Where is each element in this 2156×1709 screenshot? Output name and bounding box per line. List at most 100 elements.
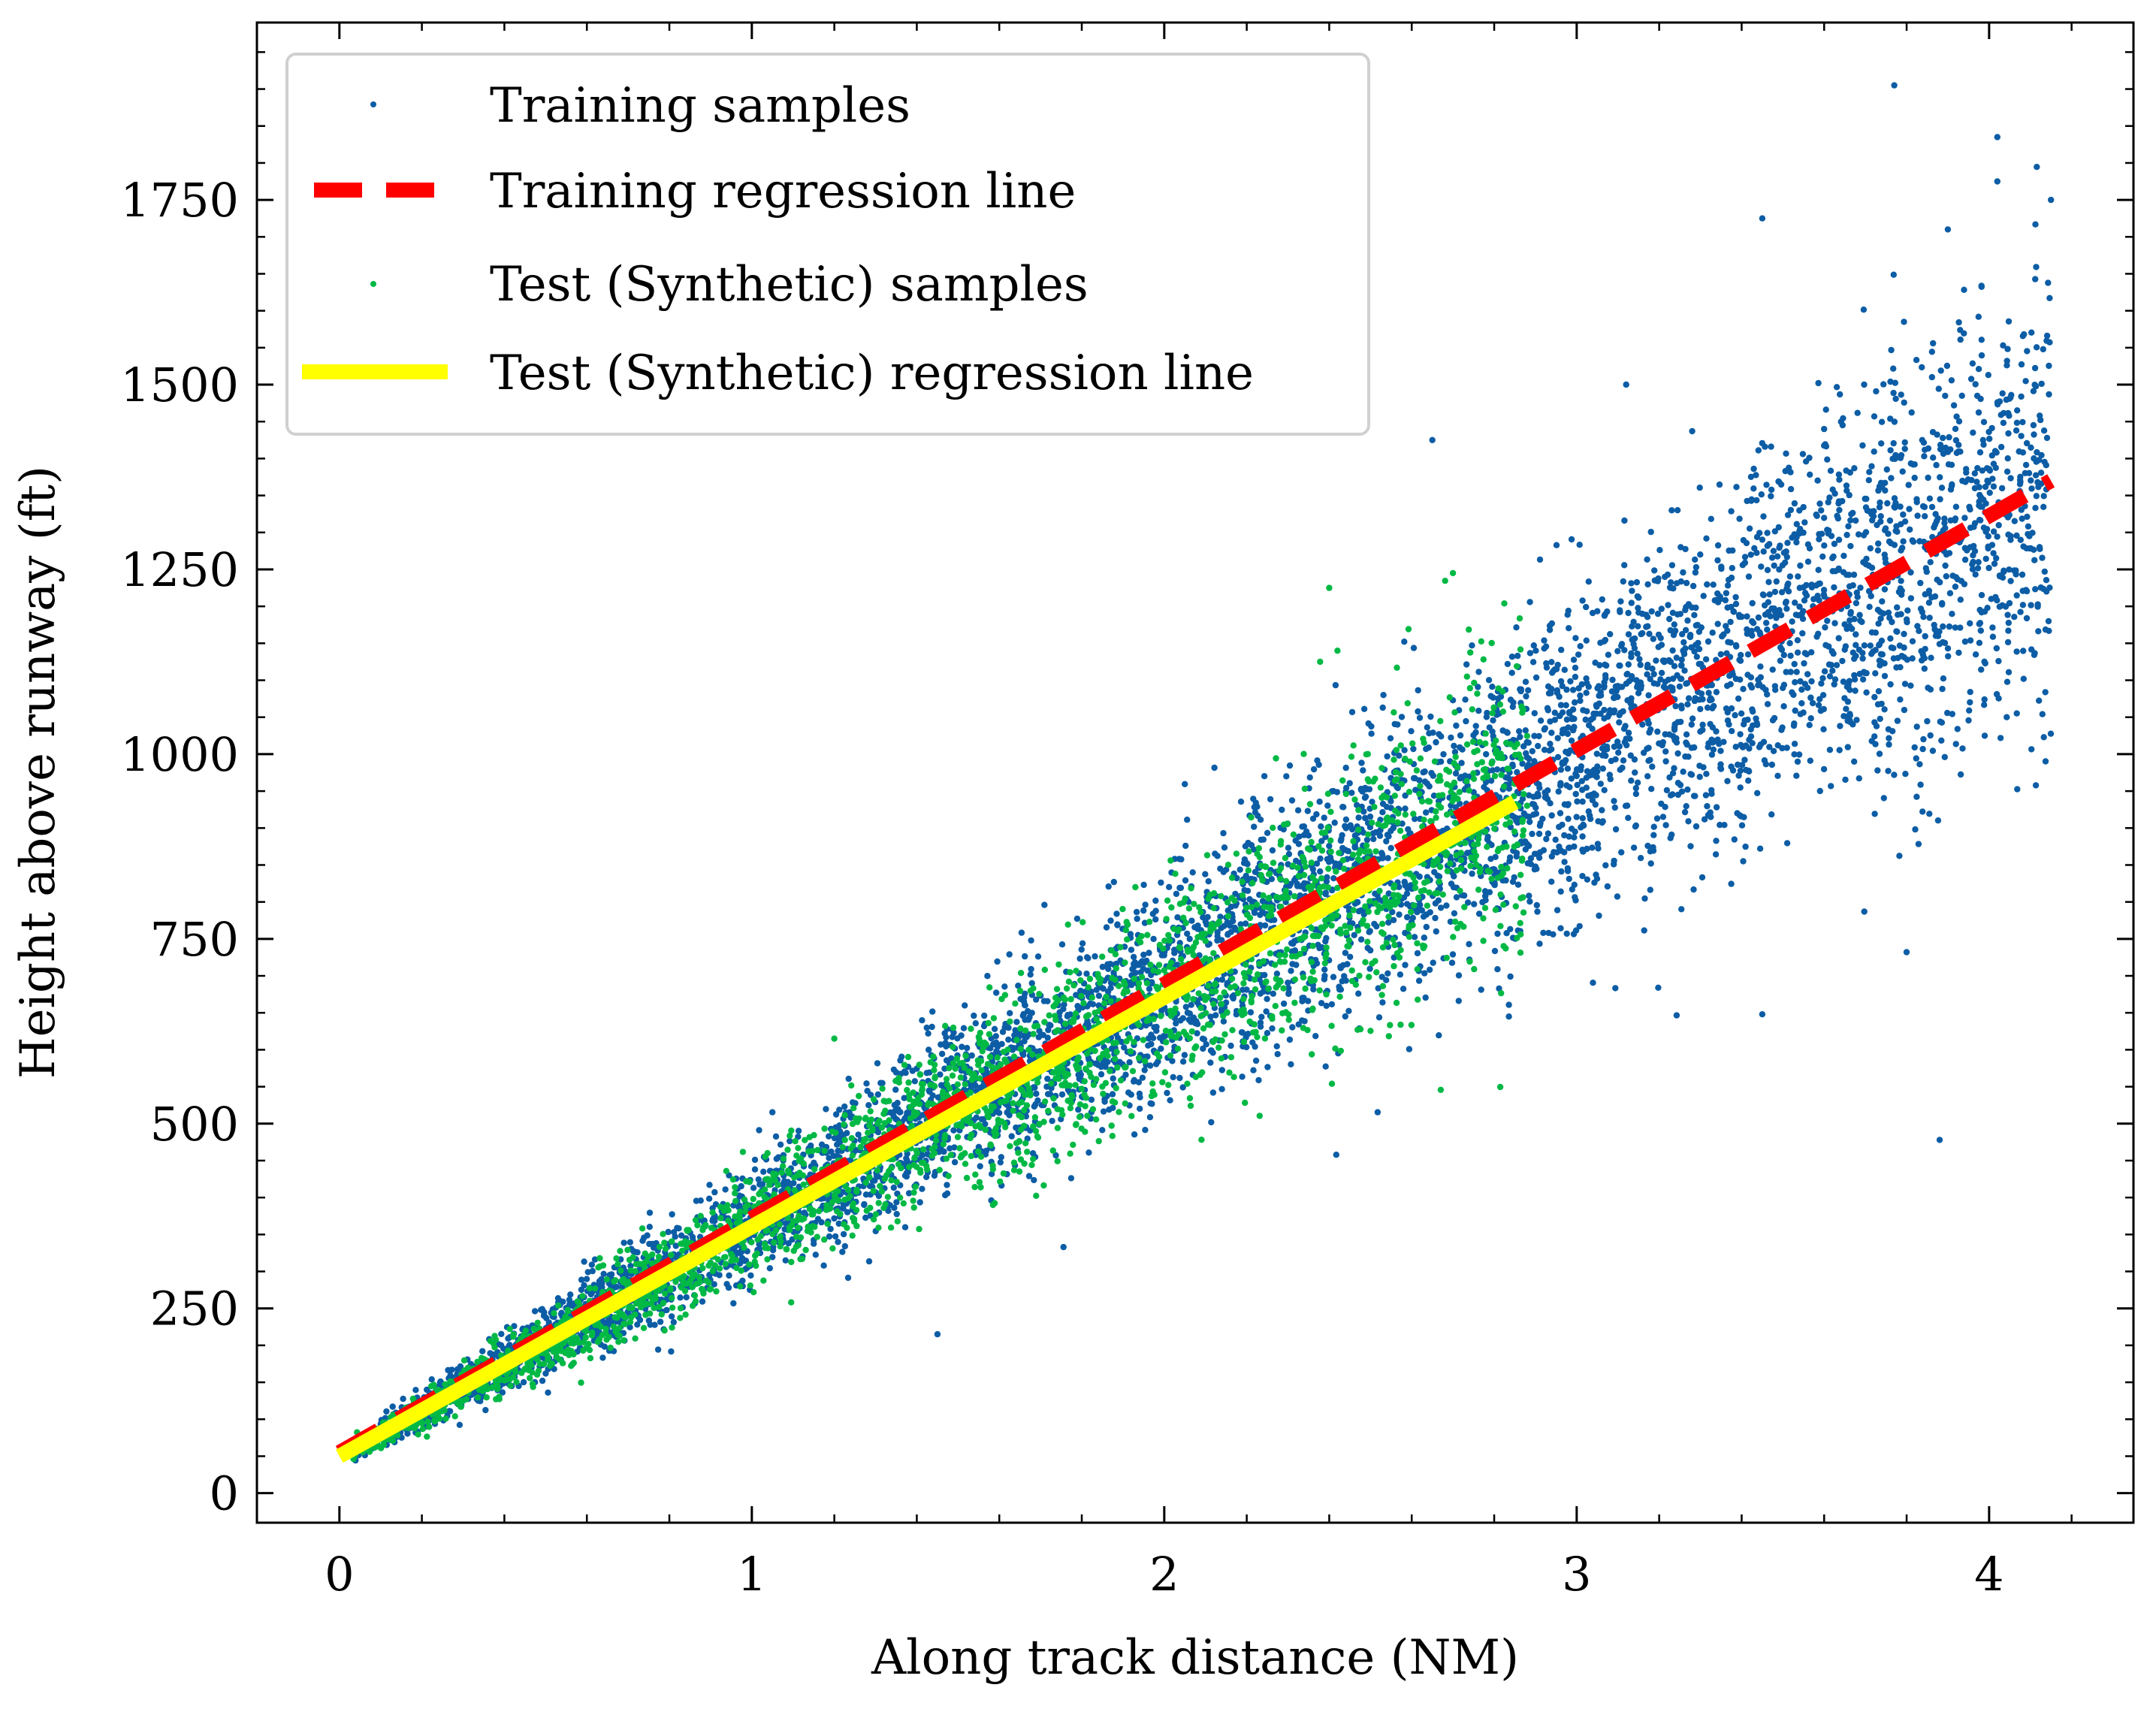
- training-sample-point: [2004, 678, 2011, 685]
- training-sample-point: [1366, 928, 1372, 935]
- training-sample-point: [1692, 622, 1699, 629]
- training-sample-point: [1901, 439, 1908, 446]
- training-sample-point: [1907, 595, 1915, 602]
- training-sample-point: [1881, 672, 1889, 680]
- training-sample-point: [1427, 713, 1434, 720]
- training-sample-point: [1971, 520, 1979, 527]
- training-sample-point: [1673, 1012, 1680, 1019]
- training-sample-point: [994, 1108, 1001, 1116]
- training-sample-point: [2020, 648, 2027, 654]
- training-sample-point: [1423, 923, 1430, 931]
- training-sample-point: [2004, 455, 2011, 462]
- training-sample-point: [1058, 941, 1066, 948]
- training-sample-point: [2032, 505, 2039, 512]
- training-sample-point: [865, 1258, 873, 1265]
- training-sample-point: [2019, 449, 2027, 456]
- training-sample-point: [2035, 628, 2042, 635]
- training-sample-point: [1257, 817, 1264, 823]
- training-sample-point: [759, 1181, 766, 1188]
- training-sample-point: [1786, 573, 1794, 580]
- training-sample-point: [1704, 704, 1711, 711]
- training-sample-point: [1214, 853, 1221, 859]
- training-sample-point: [844, 1274, 852, 1282]
- training-sample-point: [1827, 467, 1834, 474]
- training-sample-point: [1998, 485, 2006, 492]
- training-sample-point: [1755, 447, 1762, 454]
- training-sample-point: [621, 1239, 627, 1246]
- training-sample-point: [581, 1258, 587, 1265]
- training-sample-point: [1645, 720, 1652, 727]
- training-sample-point: [2038, 451, 2045, 459]
- training-sample-point: [1634, 651, 1641, 657]
- training-sample-point: [1580, 707, 1587, 714]
- training-sample-point: [1919, 436, 1925, 443]
- training-sample-point: [1423, 745, 1430, 753]
- training-sample-point: [1463, 661, 1470, 668]
- training-sample-point: [1738, 822, 1746, 829]
- training-sample-point: [1034, 953, 1042, 960]
- training-sample-point: [1787, 469, 1794, 476]
- training-sample-point: [1701, 816, 1708, 823]
- training-sample-point: [1964, 547, 1970, 554]
- training-sample-point: [2040, 734, 2047, 741]
- training-sample-point: [1696, 628, 1703, 636]
- training-sample-point: [1384, 855, 1391, 862]
- training-sample-point: [665, 1228, 672, 1236]
- training-sample-point: [1786, 640, 1793, 647]
- training-sample-point: [1184, 1009, 1191, 1016]
- training-sample-point: [1856, 611, 1863, 618]
- training-sample-point: [1745, 573, 1753, 580]
- training-sample-point: [1536, 556, 1544, 563]
- training-sample-point: [596, 1278, 603, 1285]
- training-sample-point: [1632, 823, 1639, 830]
- training-sample-point: [1894, 717, 1901, 724]
- training-sample-point: [1332, 681, 1339, 689]
- training-sample-point: [1892, 395, 1899, 403]
- training-sample-point: [1547, 741, 1554, 747]
- training-sample-point: [1001, 983, 1008, 990]
- training-sample-point: [2014, 407, 2021, 414]
- training-sample-point: [1658, 669, 1665, 676]
- training-sample-point: [2040, 493, 2047, 500]
- training-sample-point: [1110, 1075, 1116, 1082]
- training-sample-point: [1753, 715, 1759, 722]
- training-sample-point: [1294, 807, 1302, 814]
- training-sample-point: [1482, 892, 1489, 899]
- training-sample-point: [627, 1324, 633, 1331]
- training-sample-point: [1872, 647, 1879, 654]
- training-sample-point: [1660, 684, 1668, 690]
- training-sample-point: [1885, 768, 1892, 774]
- training-sample-point: [1517, 733, 1523, 741]
- training-sample-point: [1850, 571, 1858, 578]
- training-sample-point: [1769, 666, 1776, 673]
- training-sample-point: [1647, 756, 1653, 763]
- training-sample-point: [1440, 750, 1447, 758]
- training-sample-point: [1758, 563, 1765, 570]
- training-sample-point: [1797, 678, 1804, 685]
- training-sample-point: [1658, 605, 1665, 612]
- training-sample-point: [1886, 538, 1893, 545]
- training-sample-point: [1455, 972, 1463, 979]
- training-sample-point: [2013, 592, 2020, 599]
- training-sample-point: [1714, 599, 1722, 605]
- training-sample-point: [1952, 741, 1959, 747]
- training-sample-point: [1934, 817, 1942, 824]
- training-sample-point: [1911, 744, 1918, 751]
- training-sample-point: [1953, 413, 1960, 420]
- training-sample-point: [1702, 656, 1710, 663]
- training-sample-point: [1572, 699, 1578, 706]
- training-sample-point: [1885, 726, 1892, 732]
- training-sample-point: [751, 1166, 759, 1173]
- training-sample-point: [1749, 617, 1756, 625]
- training-sample-point: [1746, 525, 1753, 532]
- training-sample-point: [1471, 901, 1478, 907]
- training-sample-point: [1914, 623, 1921, 630]
- training-sample-point: [1309, 865, 1317, 873]
- training-sample-point: [1093, 986, 1100, 993]
- training-sample-point: [867, 1092, 874, 1098]
- training-sample-point: [1954, 726, 1961, 732]
- training-sample-point: [1433, 928, 1440, 935]
- training-sample-point: [1513, 817, 1520, 824]
- training-sample-point: [1379, 809, 1386, 816]
- training-sample-point: [1696, 660, 1702, 667]
